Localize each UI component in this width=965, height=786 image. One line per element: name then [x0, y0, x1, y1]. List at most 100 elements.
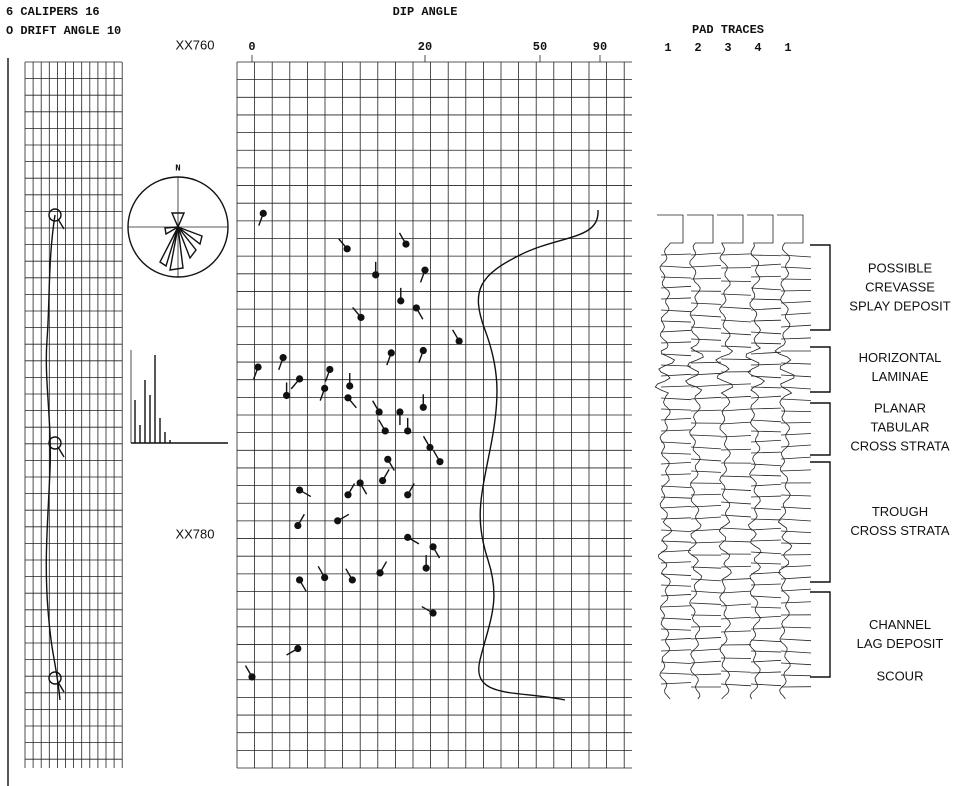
- trace-tick: [751, 308, 781, 310]
- trace-tick: [661, 550, 691, 552]
- trace-tick: [751, 572, 781, 574]
- trace-tick: [661, 462, 691, 464]
- dipmeter-log: 6 CALIPERS 16 O DRIFT ANGLE 10 DIP ANGLE…: [0, 0, 965, 786]
- rose-diagram: N: [128, 163, 228, 277]
- trace-tick: [721, 384, 751, 385]
- trace-tick: [721, 359, 751, 360]
- trace-tick: [721, 579, 751, 580]
- trace-tick: [721, 254, 751, 255]
- trace-tick: [751, 255, 781, 256]
- trace-tick: [721, 658, 751, 659]
- trace-tick: [691, 674, 721, 675]
- trace-tick: [721, 591, 751, 593]
- trace-tick: [661, 574, 691, 576]
- trace-tick: [661, 442, 691, 444]
- trace-tick: [661, 650, 691, 651]
- trace-tick: [661, 321, 691, 322]
- trace-tick: [751, 332, 781, 334]
- tadpole: [420, 347, 427, 354]
- trace-tick: [781, 627, 811, 628]
- tadpole: [346, 382, 353, 389]
- trace-tick: [751, 528, 781, 530]
- trace-tick: [661, 497, 691, 498]
- interpretation-label: SCOUR: [877, 668, 924, 683]
- tadpole: [421, 267, 428, 274]
- trace-tick: [661, 298, 691, 299]
- tadpole: [397, 297, 404, 304]
- trace-tick: [661, 594, 691, 596]
- trace-tick: [661, 342, 691, 343]
- trace-tick: [661, 673, 691, 674]
- tadpole: [429, 609, 436, 616]
- trace-tick: [691, 373, 721, 375]
- tadpole: [357, 479, 364, 486]
- trace-tick: [751, 288, 781, 290]
- trace-tick: [781, 577, 811, 579]
- histogram: [131, 350, 228, 443]
- trace-tick: [691, 397, 721, 399]
- interpretation-label: HORIZONTAL: [859, 350, 942, 365]
- tadpole: [283, 392, 290, 399]
- pad-traces-title: PAD TRACES: [692, 23, 764, 37]
- trace-tick: [661, 330, 691, 332]
- trace-tick: [691, 661, 721, 663]
- tadpole: [344, 245, 351, 252]
- trace-tick: [661, 506, 691, 508]
- trace-tick: [691, 447, 721, 449]
- interpretation-label: CREVASSE: [865, 279, 935, 294]
- tadpole: [379, 477, 386, 484]
- trace-tick: [661, 629, 691, 630]
- trace-tick: [691, 385, 721, 387]
- trace-tick: [751, 496, 781, 497]
- tadpole: [402, 241, 409, 248]
- trace-tick: [661, 409, 691, 410]
- trace-tick: [751, 320, 781, 321]
- tadpole: [423, 565, 430, 572]
- trace-tick: [721, 489, 751, 491]
- trace-tick: [751, 396, 781, 398]
- trace-tick: [751, 519, 781, 520]
- tadpole: [248, 673, 255, 680]
- trace-tick: [691, 567, 721, 568]
- brackets: [810, 245, 830, 677]
- tadpole: [382, 427, 389, 434]
- tadpole: [296, 486, 303, 493]
- trace-tick: [781, 422, 811, 423]
- tadpole: [404, 491, 411, 498]
- trace-tick: [661, 530, 691, 532]
- trace-tick: [751, 387, 781, 388]
- trace-tick: [721, 528, 751, 530]
- interpretation-label: SPLAY DEPOSIT: [849, 298, 950, 313]
- tadpole: [294, 522, 301, 529]
- tadpole: [436, 458, 443, 465]
- trace-tick: [691, 494, 721, 495]
- trace-tick: [751, 475, 781, 476]
- trace-tick: [691, 339, 721, 340]
- tadpole: [254, 363, 261, 370]
- interpretation-label: PLANAR: [874, 400, 926, 415]
- trace-tick: [721, 684, 751, 686]
- tadpole: [384, 456, 391, 463]
- trace-tick: [781, 399, 811, 401]
- trace-tick: [721, 320, 751, 322]
- interpretation-label: TABULAR: [871, 419, 930, 434]
- trace-tick: [781, 313, 811, 315]
- trace-tick: [751, 299, 781, 300]
- trace-tick: [781, 411, 811, 412]
- tadpole: [404, 427, 411, 434]
- x-tick-label: 20: [418, 40, 432, 54]
- trace-tick: [781, 663, 811, 665]
- tadpole: [357, 314, 364, 321]
- interpretation-label: TROUGH: [872, 504, 928, 519]
- drift-tail: [58, 219, 64, 229]
- trace-tick: [781, 602, 811, 603]
- trace-tick: [691, 362, 721, 363]
- trace-tick: [691, 303, 721, 304]
- rose-north: N: [175, 163, 180, 173]
- pad-number: 2: [694, 41, 701, 55]
- trace-tick: [721, 671, 751, 672]
- dip-angle-title: DIP ANGLE: [393, 5, 458, 19]
- interpretation-label: CROSS STRATA: [850, 438, 950, 453]
- tadpole: [296, 576, 303, 583]
- trace-tick: [691, 435, 721, 436]
